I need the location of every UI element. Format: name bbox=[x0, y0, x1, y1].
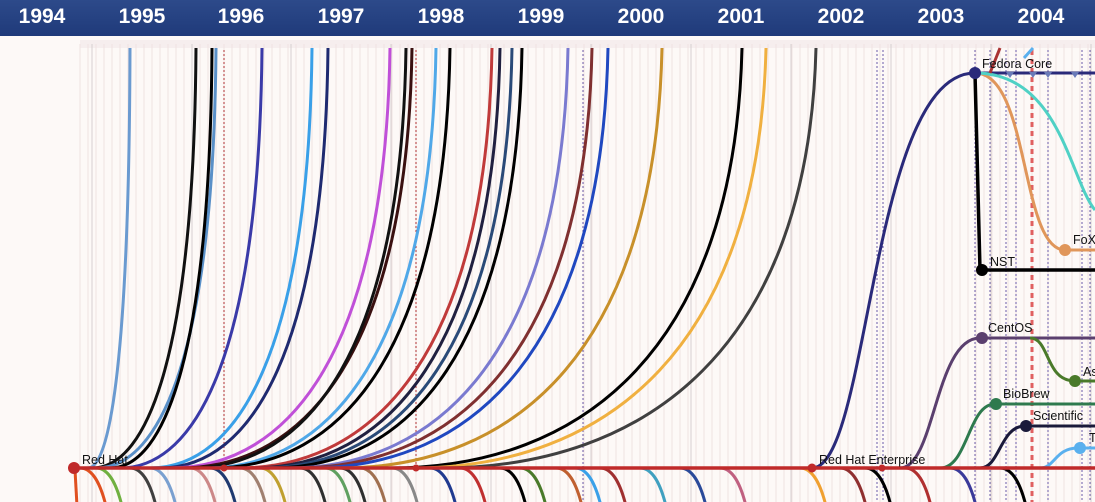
year-label: 2001 bbox=[717, 5, 765, 28]
year-label: 1998 bbox=[417, 5, 465, 28]
year-label: 1999 bbox=[517, 5, 565, 28]
distro-label-fedora-core: Fedora Core bbox=[982, 57, 1052, 71]
year-label: 1994 bbox=[18, 5, 66, 28]
year-label: 1995 bbox=[118, 5, 166, 28]
scientific-node bbox=[1020, 420, 1032, 432]
derivative-branch bbox=[87, 47, 132, 470]
derivative-branch bbox=[189, 47, 408, 470]
centos-node bbox=[976, 332, 988, 344]
fedora-core-node bbox=[969, 67, 981, 79]
trunk-marker bbox=[878, 464, 886, 472]
centos-branch bbox=[899, 336, 1095, 470]
derivative-branch bbox=[439, 47, 818, 470]
derivative-branch bbox=[159, 47, 330, 470]
derivative-branch bbox=[339, 47, 664, 470]
fedora-core-branch bbox=[811, 71, 1095, 470]
nst-node bbox=[976, 264, 988, 276]
year-label: 2000 bbox=[617, 5, 665, 28]
year-label: 2003 bbox=[917, 5, 965, 28]
top-band bbox=[80, 40, 1095, 48]
fox-node bbox=[1059, 244, 1071, 256]
timeline-header: 1994 1995 1996 1997 1998 1999 2000 2001 2002 2003… bbox=[0, 0, 1095, 36]
derivative-branch bbox=[149, 47, 314, 470]
distro-label-red-hat: Red Hat bbox=[82, 453, 128, 467]
derivative-branch bbox=[91, 47, 198, 470]
release-tick bbox=[1006, 72, 1014, 78]
derivative-branch bbox=[211, 47, 452, 470]
distro-tree: Red Hat Red Hat Enterprise Fedora Core NST C… bbox=[0, 36, 1095, 502]
release-tick bbox=[1044, 72, 1052, 78]
derivative-branch bbox=[271, 47, 524, 470]
year-label: 2002 bbox=[817, 5, 865, 28]
derivative-branch bbox=[109, 47, 214, 470]
distro-label-scientific: Scientific bbox=[1033, 409, 1083, 423]
trunk-marker bbox=[412, 464, 420, 472]
distro-label-nst: NST bbox=[990, 255, 1015, 269]
year-label: 1996 bbox=[217, 5, 265, 28]
derivative-branch bbox=[237, 47, 494, 470]
t-node bbox=[1074, 442, 1086, 454]
derivative-branch bbox=[287, 47, 570, 470]
derivative-branch-down bbox=[73, 469, 79, 502]
distro-label-t-partial: T bbox=[1089, 431, 1095, 445]
derivative-branch bbox=[411, 47, 768, 470]
as-node bbox=[1069, 375, 1081, 387]
teal-branch bbox=[974, 71, 1095, 211]
derivative-branch bbox=[261, 47, 514, 470]
fox-branch bbox=[974, 71, 1095, 252]
derivative-branch bbox=[295, 47, 594, 470]
canvas-bg bbox=[0, 36, 1095, 502]
trunk-marker bbox=[220, 464, 228, 472]
derivative-branch bbox=[204, 47, 438, 470]
distro-label-as-partial: As bbox=[1083, 365, 1095, 379]
biobrew-node bbox=[990, 398, 1002, 410]
distro-label-biobrew: BioBrew bbox=[1003, 387, 1051, 401]
derivative-branch bbox=[251, 47, 502, 470]
derivative-branch bbox=[309, 47, 610, 470]
release-tick bbox=[1029, 72, 1037, 78]
red-hat-trunk bbox=[68, 67, 1095, 474]
year-label: 1997 bbox=[317, 5, 365, 28]
derivative-branch bbox=[169, 47, 392, 470]
distro-label-centos: CentOS bbox=[988, 321, 1032, 335]
distro-labels: Red Hat Red Hat Enterprise Fedora Core NST C… bbox=[82, 57, 1095, 467]
derivative-branch bbox=[1022, 46, 1035, 60]
derivative-branch bbox=[389, 47, 744, 470]
distro-label-fox-partial: FoX bbox=[1073, 233, 1095, 247]
red-hat-enterprise-node bbox=[807, 463, 817, 473]
derivative-branch bbox=[988, 47, 1002, 74]
release-tick bbox=[1071, 72, 1079, 78]
background-gridlines bbox=[0, 36, 1095, 502]
distro-label-red-hat-enterprise: Red Hat Enterprise bbox=[819, 453, 925, 467]
red-hat-node bbox=[68, 462, 80, 474]
year-label: 2004 bbox=[1017, 5, 1065, 28]
derivative-branch bbox=[119, 47, 264, 470]
